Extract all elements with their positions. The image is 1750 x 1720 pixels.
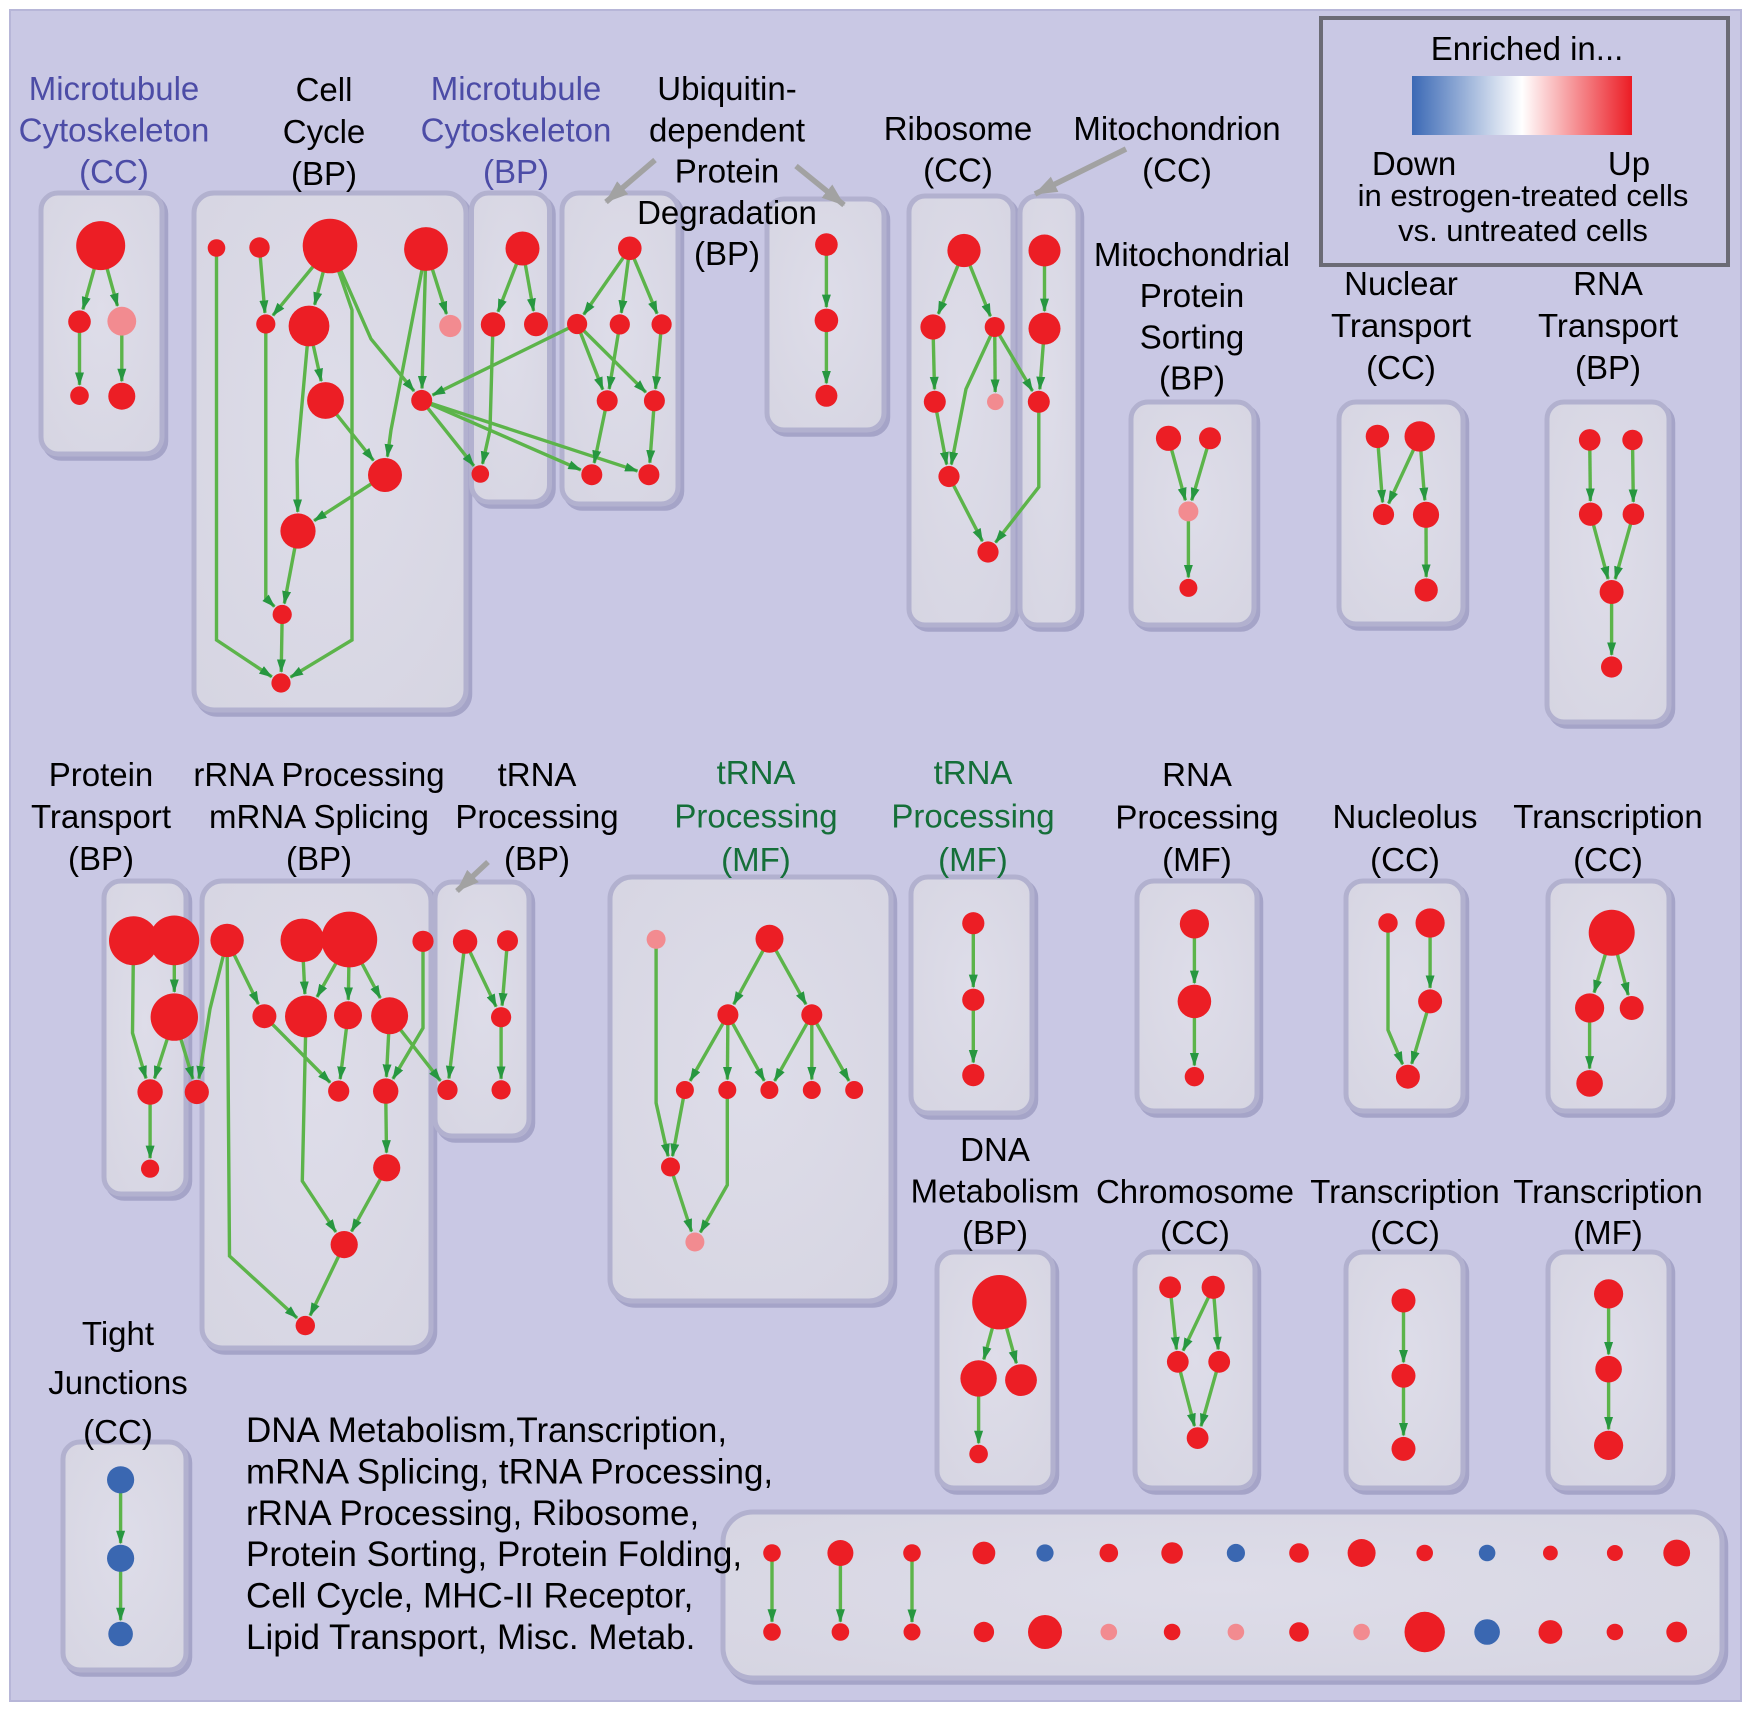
svg-text:Transport: Transport xyxy=(1331,307,1471,344)
svg-text:(BP): (BP) xyxy=(483,153,549,190)
svg-text:Mitochondrion: Mitochondrion xyxy=(1073,110,1280,147)
svg-text:dependent: dependent xyxy=(649,111,805,148)
svg-text:(CC): (CC) xyxy=(1370,1214,1440,1251)
svg-text:(BP): (BP) xyxy=(291,155,357,192)
svg-text:Cell: Cell xyxy=(296,71,353,108)
svg-text:Protein: Protein xyxy=(1140,277,1245,314)
svg-text:(BP): (BP) xyxy=(68,840,134,877)
svg-text:vs. untreated cells: vs. untreated cells xyxy=(1398,213,1648,248)
svg-text:tRNA: tRNA xyxy=(498,756,577,793)
svg-text:Ribosome: Ribosome xyxy=(884,110,1033,147)
svg-text:Chromosome: Chromosome xyxy=(1096,1173,1294,1210)
svg-text:(BP): (BP) xyxy=(1159,360,1225,397)
svg-text:Protein: Protein xyxy=(49,756,154,793)
svg-text:Transcription: Transcription xyxy=(1310,1173,1500,1210)
svg-text:Lipid Transport, Misc. Metab.: Lipid Transport, Misc. Metab. xyxy=(246,1618,695,1657)
svg-text:(BP): (BP) xyxy=(286,840,352,877)
svg-text:Enriched in...: Enriched in... xyxy=(1431,30,1624,67)
svg-text:Processing: Processing xyxy=(1115,799,1278,836)
svg-text:Ubiquitin-: Ubiquitin- xyxy=(657,70,796,107)
svg-text:rRNA Processing, Ribosome,: rRNA Processing, Ribosome, xyxy=(246,1494,699,1533)
svg-text:RNA: RNA xyxy=(1162,756,1232,793)
svg-text:Protein: Protein xyxy=(675,153,780,190)
svg-text:DNA: DNA xyxy=(960,1131,1030,1168)
svg-text:Mitochondrial: Mitochondrial xyxy=(1094,236,1290,273)
svg-text:Junctions: Junctions xyxy=(48,1364,187,1401)
svg-text:Cytoskeleton: Cytoskeleton xyxy=(19,112,210,149)
svg-text:in estrogen-treated cells: in estrogen-treated cells xyxy=(1358,178,1689,213)
svg-text:(CC): (CC) xyxy=(1370,841,1440,878)
svg-text:(CC): (CC) xyxy=(1160,1214,1230,1251)
svg-text:(BP): (BP) xyxy=(504,840,570,877)
svg-text:(MF): (MF) xyxy=(938,841,1008,878)
svg-text:(BP): (BP) xyxy=(962,1214,1028,1251)
svg-text:(CC): (CC) xyxy=(1142,152,1212,189)
svg-text:(MF): (MF) xyxy=(1573,1214,1643,1251)
svg-text:tRNA: tRNA xyxy=(717,754,796,791)
svg-text:RNA: RNA xyxy=(1573,265,1643,302)
svg-text:Transcription: Transcription xyxy=(1513,798,1703,835)
svg-text:Up: Up xyxy=(1608,145,1650,182)
svg-text:Processing: Processing xyxy=(891,798,1054,835)
svg-text:Cell Cycle, MHC-II Receptor,: Cell Cycle, MHC-II Receptor, xyxy=(246,1577,693,1616)
svg-text:Cycle: Cycle xyxy=(283,113,366,150)
svg-text:Transcription: Transcription xyxy=(1513,1173,1703,1210)
svg-text:Tight: Tight xyxy=(82,1315,154,1352)
svg-text:rRNA Processing: rRNA Processing xyxy=(193,756,444,793)
svg-text:Processing: Processing xyxy=(674,798,837,835)
svg-text:Transport: Transport xyxy=(1538,307,1678,344)
svg-text:Metabolism: Metabolism xyxy=(911,1173,1080,1210)
svg-text:Nucleolus: Nucleolus xyxy=(1333,798,1478,835)
svg-text:(BP): (BP) xyxy=(694,235,760,272)
svg-text:tRNA: tRNA xyxy=(934,754,1013,791)
svg-text:Down: Down xyxy=(1372,145,1456,182)
svg-text:Microtubule: Microtubule xyxy=(431,70,602,107)
svg-text:mRNA Splicing: mRNA Splicing xyxy=(209,798,429,835)
svg-text:(BP): (BP) xyxy=(1575,349,1641,386)
svg-text:Cytoskeleton: Cytoskeleton xyxy=(421,112,612,149)
svg-text:(CC): (CC) xyxy=(1366,349,1436,386)
svg-text:(CC): (CC) xyxy=(923,152,993,189)
svg-text:Processing: Processing xyxy=(455,798,618,835)
svg-text:DNA Metabolism,Transcription,: DNA Metabolism,Transcription, xyxy=(246,1411,727,1450)
svg-text:Sorting: Sorting xyxy=(1140,318,1245,355)
svg-text:Transport: Transport xyxy=(31,798,171,835)
svg-text:mRNA Splicing, tRNA Processing: mRNA Splicing, tRNA Processing, xyxy=(246,1452,773,1491)
svg-text:Microtubule: Microtubule xyxy=(29,70,200,107)
svg-text:Degradation: Degradation xyxy=(637,194,817,231)
svg-text:(MF): (MF) xyxy=(1162,841,1232,878)
svg-text:Protein Sorting, Protein Foldi: Protein Sorting, Protein Folding, xyxy=(246,1535,742,1574)
svg-text:(CC): (CC) xyxy=(83,1413,153,1450)
svg-text:(CC): (CC) xyxy=(1573,841,1643,878)
svg-text:(MF): (MF) xyxy=(721,841,791,878)
svg-text:(CC): (CC) xyxy=(79,153,149,190)
svg-text:Nuclear: Nuclear xyxy=(1344,265,1458,302)
